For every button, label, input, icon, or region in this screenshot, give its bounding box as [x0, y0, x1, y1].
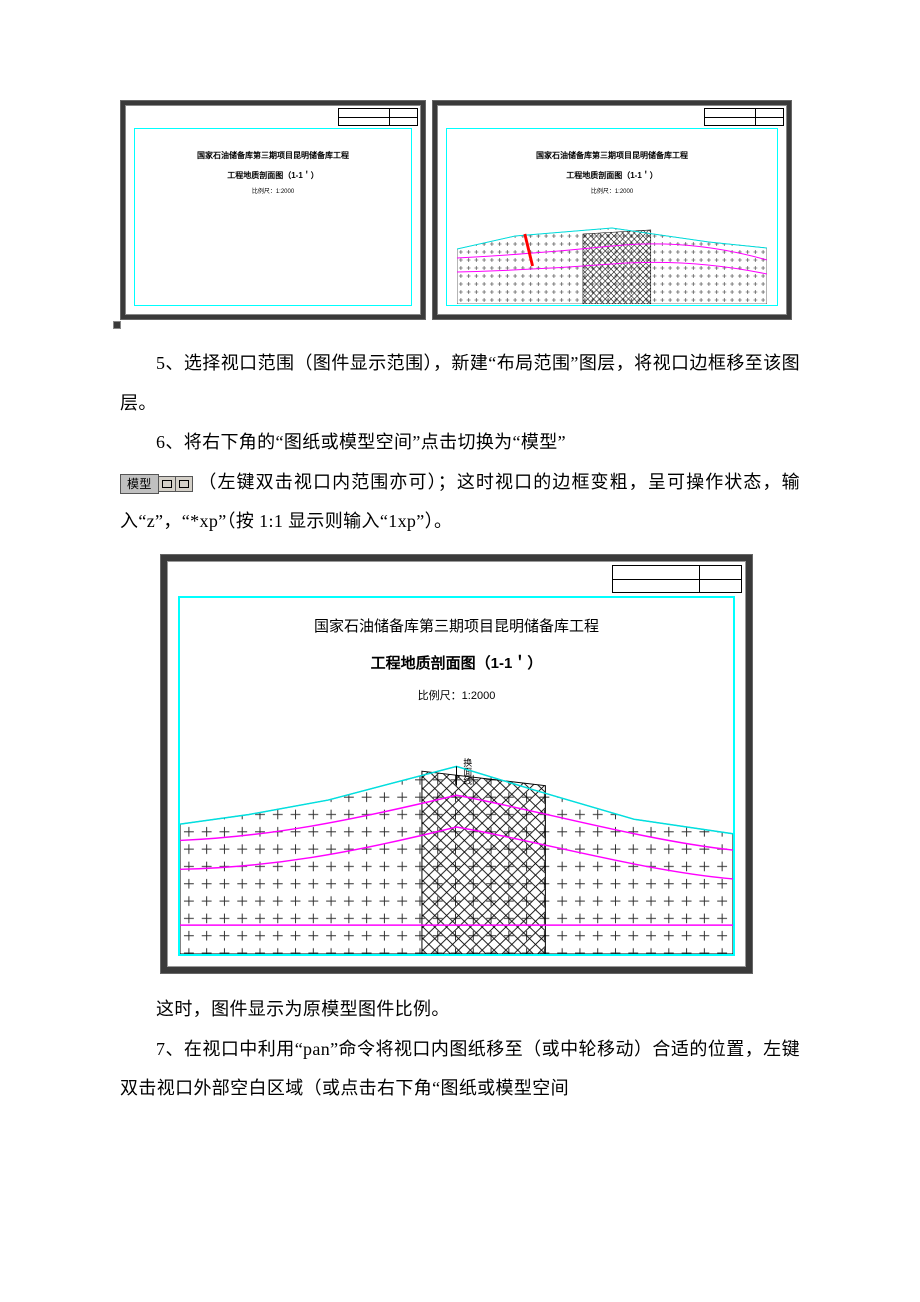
titleblock-icon	[612, 565, 742, 593]
paragraph-7: 7、在视口中利用“pan”命令将视口内图纸移至（或中轮移动）合适的位置，左键双击…	[120, 1030, 800, 1109]
paragraph-5: 5、选择视口范围（图件显示范围），新建“布局范围”图层，将视口边框移至该图层。	[120, 344, 800, 423]
model-space-button[interactable]: 模型	[120, 474, 159, 494]
drawing-heading: 国家石油储备库第三期项目昆明储备库工程 工程地质剖面图（1-1＇） 比例尺：1:…	[180, 598, 733, 708]
drawing-subtitle: 工程地质剖面图（1-1＇）	[180, 647, 733, 680]
drawing-heading: 国家石油储备库第三期项目昆明储备库工程 工程地质剖面图（1-1＇） 比例尺：1:…	[135, 129, 411, 199]
paragraph-6b: 模型 （左键双击视口内范围亦可）；这时视口的边框变粗，呈可操作状态，输入“z”，…	[120, 463, 800, 542]
paper-space-icon[interactable]	[158, 476, 176, 492]
drawing-title: 国家石油储备库第三期项目昆明储备库工程	[180, 610, 733, 643]
cad-paper: 国家石油储备库第三期项目昆明储备库工程 工程地质剖面图（1-1＇） 比例尺：1:…	[167, 561, 746, 967]
drawing-scale: 比例尺：1:2000	[447, 186, 777, 199]
titleblock-icon	[338, 108, 418, 126]
viewport-border: 国家石油储备库第三期项目昆明储备库工程 工程地质剖面图（1-1＇） 比例尺：1:…	[134, 128, 412, 306]
cad-figure-large: 国家石油储备库第三期项目昆明储备库工程 工程地质剖面图（1-1＇） 比例尺：1:…	[160, 554, 753, 974]
cad-thumbnail-right: 国家石油储备库第三期项目昆明储备库工程 工程地质剖面图（1-1＇） 比例尺：1:…	[432, 100, 792, 320]
paragraph-6b-text: （左键双击视口内范围亦可）；这时视口的边框变粗，呈可操作状态，输入“z”，“*x…	[120, 472, 800, 532]
drawing-subtitle: 工程地质剖面图（1-1＇）	[447, 167, 777, 185]
paragraph-after-figure: 这时，图件显示为原模型图件比例。	[120, 990, 800, 1030]
viewport-border: 国家石油储备库第三期项目昆明储备库工程 工程地质剖面图（1-1＇） 比例尺：1:…	[446, 128, 778, 306]
resize-handle-icon	[113, 321, 121, 329]
titleblock-icon	[704, 108, 784, 126]
drawing-subtitle: 工程地质剖面图（1-1＇）	[135, 167, 411, 185]
drawing-heading: 国家石油储备库第三期项目昆明储备库工程 工程地质剖面图（1-1＇） 比例尺：1:…	[447, 129, 777, 199]
geological-section-mini	[457, 224, 767, 304]
drawing-title: 国家石油储备库第三期项目昆明储备库工程	[447, 147, 777, 165]
model-space-button-label: 模型	[127, 477, 152, 491]
cad-thumbnail-left: 国家石油储备库第三期项目昆明储备库工程 工程地质剖面图（1-1＇） 比例尺：1:…	[120, 100, 426, 320]
thumbnail-row: 国家石油储备库第三期项目昆明储备库工程 工程地质剖面图（1-1＇） 比例尺：1:…	[120, 100, 800, 320]
cad-paper: 国家石油储备库第三期项目昆明储备库工程 工程地质剖面图（1-1＇） 比例尺：1:…	[437, 105, 787, 315]
drawing-title: 国家石油储备库第三期项目昆明储备库工程	[135, 147, 411, 165]
drawing-scale: 比例尺：1:2000	[135, 186, 411, 199]
drawing-scale: 比例尺：1:2000	[180, 684, 733, 708]
paragraph-6a: 6、将右下角的“图纸或模型空间”点击切换为“模型”	[120, 423, 800, 463]
cad-paper: 国家石油储备库第三期项目昆明储备库工程 工程地质剖面图（1-1＇） 比例尺：1:…	[125, 105, 421, 315]
viewport-border: 国家石油储备库第三期项目昆明储备库工程 工程地质剖面图（1-1＇） 比例尺：1:…	[178, 596, 735, 956]
paper-space-icon[interactable]	[175, 476, 193, 492]
